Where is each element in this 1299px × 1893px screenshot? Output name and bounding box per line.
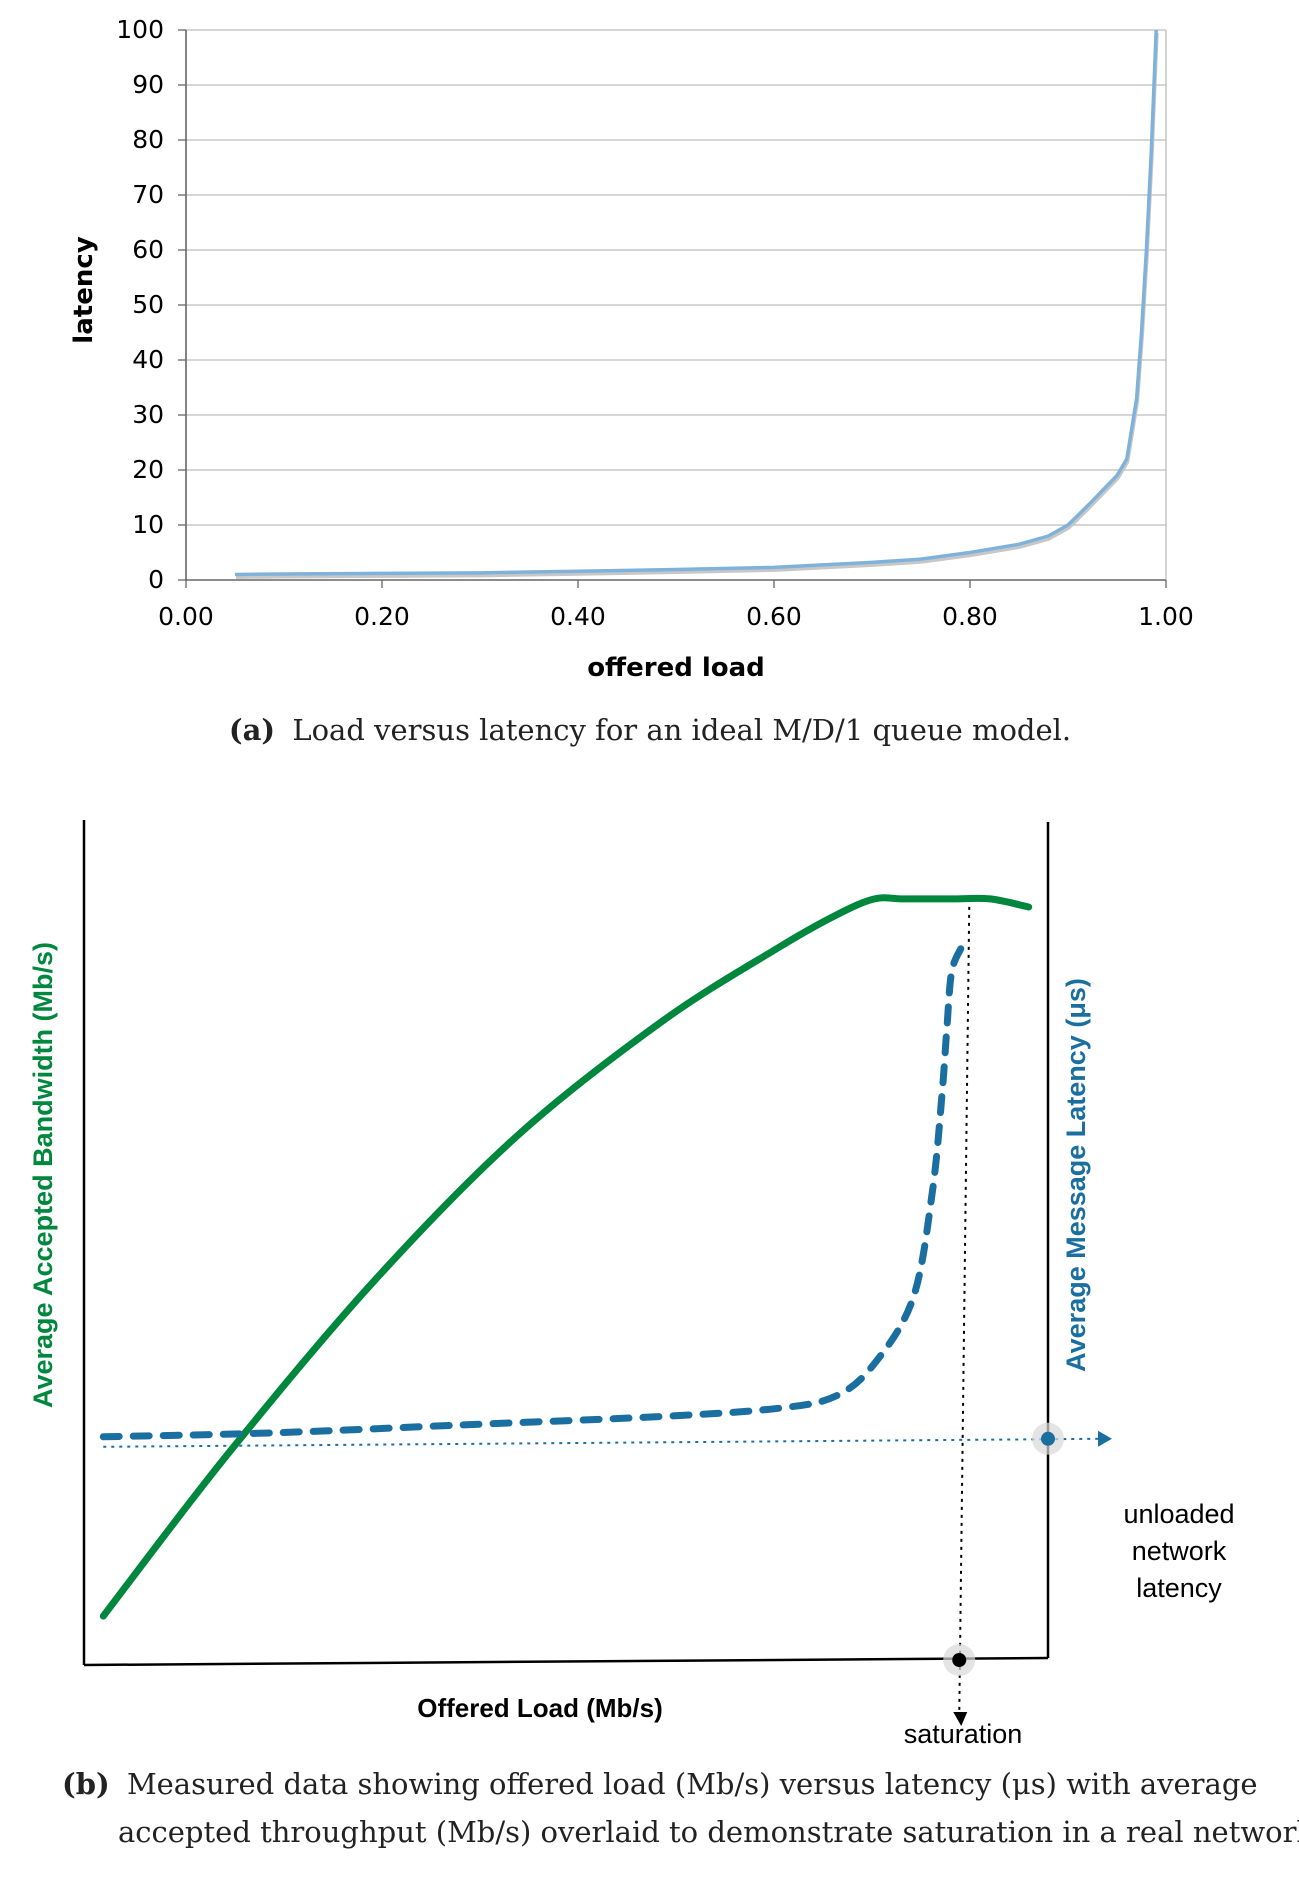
a-xlabel: offered load bbox=[587, 653, 765, 683]
a-x-tick-label: 0.20 bbox=[354, 602, 410, 631]
a-y-tick-label: 90 bbox=[132, 70, 164, 99]
a-x-tick-label: 0.40 bbox=[550, 602, 606, 631]
a-caption-bold: (a) bbox=[229, 713, 275, 747]
a-y-tick-label: 10 bbox=[132, 510, 164, 539]
b-unloaded-label-1: unloaded bbox=[1123, 1499, 1234, 1529]
chart-b: Average Accepted Bandwidth (Mb/s) Averag… bbox=[28, 820, 1299, 1849]
a-y-tick-label: 50 bbox=[132, 290, 164, 319]
b-saturation-line bbox=[958, 906, 971, 1716]
a-x-tick-labels: 0.00 0.20 0.40 0.60 0.80 1.00 bbox=[158, 602, 1194, 631]
b-bottom-axis bbox=[83, 1656, 1049, 1667]
b-series bbox=[99, 894, 1112, 1726]
a-y-tick-label: 0 bbox=[148, 565, 164, 594]
b-latency-curve bbox=[99, 944, 965, 1441]
b-unloaded-latency-line bbox=[103, 1437, 1099, 1448]
b-xlabel: Offered Load (Mb/s) bbox=[417, 1693, 663, 1723]
a-y-tick-label: 70 bbox=[132, 180, 164, 209]
b-markers bbox=[943, 1422, 1064, 1676]
a-x-tick-label: 0.00 bbox=[158, 602, 214, 631]
b-caption-text-1: Measured data showing offered load (Mb/s… bbox=[127, 1767, 1258, 1801]
a-axes bbox=[178, 29, 1167, 588]
b-caption-line2: accepted throughput (Mb/s) overlaid to d… bbox=[118, 1815, 1299, 1849]
b-bandwidth-curve bbox=[99, 894, 1033, 1620]
a-ylabel: latency bbox=[69, 236, 99, 343]
b-unloaded-marker bbox=[1041, 1431, 1055, 1446]
a-x-tick-label: 0.80 bbox=[942, 602, 998, 631]
a-y-tick-label: 40 bbox=[132, 345, 164, 374]
b-unloaded-arrowhead bbox=[1098, 1430, 1112, 1447]
a-x-tick-label: 0.60 bbox=[746, 602, 802, 631]
a-y-tick-label: 80 bbox=[132, 125, 164, 154]
a-y-tick-labels: 0 10 20 30 40 50 60 70 80 90 100 bbox=[116, 15, 164, 594]
a-y-tick-label: 60 bbox=[132, 235, 164, 264]
b-saturation-marker bbox=[952, 1653, 967, 1667]
a-x-tick-label: 1.00 bbox=[1138, 602, 1194, 631]
b-unloaded-label-3: latency bbox=[1136, 1573, 1222, 1603]
a-y-tick-label: 30 bbox=[132, 400, 164, 429]
a-gridlines bbox=[186, 29, 1167, 580]
a-series bbox=[234, 29, 1159, 579]
b-unloaded-label-2: network bbox=[1132, 1536, 1227, 1566]
b-saturation-arrowhead bbox=[953, 1712, 968, 1726]
a-series-line bbox=[234, 29, 1158, 577]
a-y-tick-label: 100 bbox=[116, 15, 164, 44]
a-caption: (a) Load versus latency for an ideal M/D… bbox=[229, 713, 1071, 747]
b-caption-line1: (b) Measured data showing offered load (… bbox=[62, 1767, 1258, 1801]
b-caption-bold: (b) bbox=[62, 1767, 110, 1801]
a-caption-text: Load versus latency for an ideal M/D/1 q… bbox=[292, 713, 1071, 747]
a-y-tick-label: 20 bbox=[132, 455, 164, 484]
b-ylabel-left: Average Accepted Bandwidth (Mb/s) bbox=[28, 942, 58, 1408]
b-saturation-label: saturation bbox=[904, 1719, 1023, 1749]
b-ylabel-right: Average Message Latency (μs) bbox=[1061, 978, 1091, 1372]
